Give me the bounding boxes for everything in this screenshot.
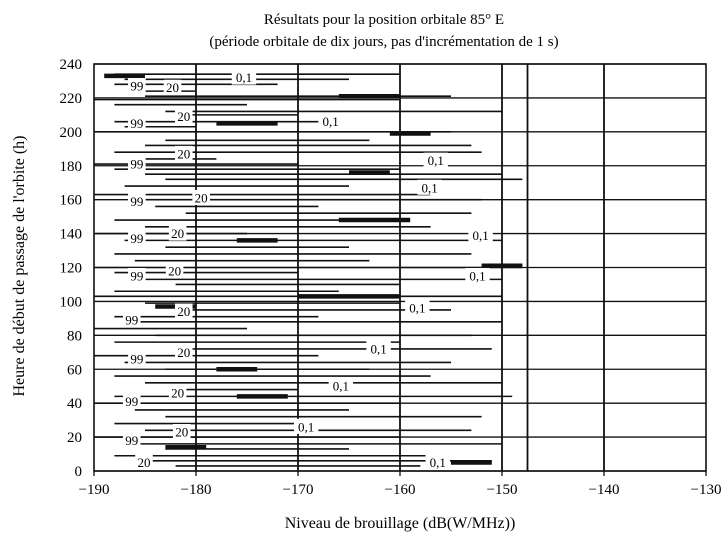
x-tick-label: −160 <box>385 482 416 498</box>
contour-label: 0,1 <box>428 153 444 168</box>
contour-label-bg <box>425 454 450 470</box>
x-tick-label: −150 <box>487 482 518 498</box>
contour-label: 99 <box>125 313 138 328</box>
x-tick-label: −170 <box>283 482 314 498</box>
y-tick-label: 240 <box>60 57 83 73</box>
contour-label-bg <box>128 351 146 367</box>
contour-label: 99 <box>130 194 143 209</box>
contour-label: 0,1 <box>409 301 425 316</box>
y-tick-label: 80 <box>67 328 82 344</box>
contour-label: 99 <box>130 157 143 172</box>
contour-lines <box>94 73 523 467</box>
y-tick-label: 200 <box>60 125 83 141</box>
contour-label-bg <box>122 393 141 409</box>
contour-label: 0,1 <box>236 70 252 85</box>
contour-label: 0,1 <box>298 419 314 434</box>
contour-label-bg <box>328 378 354 394</box>
y-tick-label: 20 <box>67 430 82 446</box>
contour-label-bg <box>128 156 146 172</box>
contour-label-bg <box>122 312 141 328</box>
contour-label: 0,1 <box>469 268 485 283</box>
chart-title: Résultats pour la position orbitale 85° … <box>264 12 504 28</box>
contour-label: 20 <box>171 226 184 241</box>
contour-label: 20 <box>177 146 190 161</box>
x-tick-label: −130 <box>691 482 722 498</box>
contour-label: 0,1 <box>370 341 386 356</box>
y-axis-label: Heure de début de passage de l'orbite (h… <box>11 136 28 397</box>
contour-label-bg <box>165 262 184 278</box>
contour-label-bg <box>468 227 493 243</box>
contour-label: 0,1 <box>430 455 446 470</box>
contour-label: 0,1 <box>323 114 339 129</box>
contour-label: 99 <box>130 268 143 283</box>
contour-label-bg <box>128 78 146 94</box>
contour-label-bg <box>168 225 187 241</box>
x-tick-label: −180 <box>181 482 212 498</box>
contour-label: 20 <box>166 80 179 95</box>
y-axis-ticks: 0 20 40 60 80 100 120 140 160 180 200 220 240 <box>60 57 83 480</box>
contour-label: 0,1 <box>333 379 349 394</box>
chart-subtitle: (période orbitale de dix jours, pas d'in… <box>209 34 558 50</box>
y-tick-label: 140 <box>60 227 83 243</box>
contour-label-bg <box>174 344 193 360</box>
y-tick-label: 160 <box>60 193 83 209</box>
contour-label-bg <box>174 303 193 319</box>
contour-label-bg <box>174 108 193 124</box>
contour-label-bg <box>192 189 210 205</box>
y-tick-label: 60 <box>67 362 82 378</box>
contour-label: 99 <box>130 352 143 367</box>
contour-label-bg <box>318 113 343 129</box>
contour-label-bg <box>405 300 430 316</box>
contour-label: 20 <box>137 455 150 470</box>
contour-label: 20 <box>195 190 208 205</box>
y-tick-label: 100 <box>60 294 83 310</box>
contour-label: 99 <box>125 394 138 409</box>
contour-label-bg <box>465 267 490 283</box>
contour-label: 99 <box>130 231 143 246</box>
contour-label-bg <box>417 179 442 195</box>
contour-label-bg <box>172 423 191 439</box>
y-tick-label: 220 <box>60 91 83 107</box>
contour-label-bg <box>128 267 146 283</box>
contour-label: 20 <box>175 424 188 439</box>
contour-label-bg <box>128 230 146 246</box>
contour-label-bg <box>128 115 146 131</box>
contour-label-bg <box>163 79 182 95</box>
x-tick-label: −190 <box>79 482 110 498</box>
contour-label: 20 <box>177 304 190 319</box>
y-tick-label: 180 <box>60 159 83 175</box>
contour-label-bg <box>135 454 153 470</box>
contour-label: 0,1 <box>472 228 488 243</box>
contour-labels: 99 20 0,1 99 20 0,1 99 20 0,1 0,1 99 20 99 20 0,1 99 20 0… <box>122 69 493 470</box>
y-tick-label: 120 <box>60 261 83 277</box>
contour-label: 0,1 <box>421 180 437 195</box>
contour-label-bg <box>423 152 448 168</box>
contour-label-bg <box>168 384 187 400</box>
y-tick-label: 0 <box>75 464 83 480</box>
contour-label-bg <box>122 432 141 448</box>
x-axis-ticks: −190 −180 −170 −160 −150 −140 −130 <box>79 471 722 498</box>
contour-label-bg <box>293 418 319 434</box>
contour-label-bg <box>128 193 146 209</box>
contour-label: 99 <box>130 79 143 94</box>
contour-label: 20 <box>168 263 181 278</box>
contour-label: 99 <box>130 116 143 131</box>
contour-label: 20 <box>171 385 184 400</box>
x-tick-label: −140 <box>589 482 620 498</box>
contour-label-bg <box>174 145 193 161</box>
contour-label: 20 <box>177 109 190 124</box>
contour-label-bg <box>231 69 257 85</box>
x-axis-label: Niveau de brouillage (dB(W/MHz)) <box>285 515 516 532</box>
contour-label-bg <box>366 340 391 356</box>
y-tick-label: 40 <box>67 396 82 412</box>
contour-label: 20 <box>177 345 190 360</box>
contour-label: 99 <box>125 433 138 448</box>
